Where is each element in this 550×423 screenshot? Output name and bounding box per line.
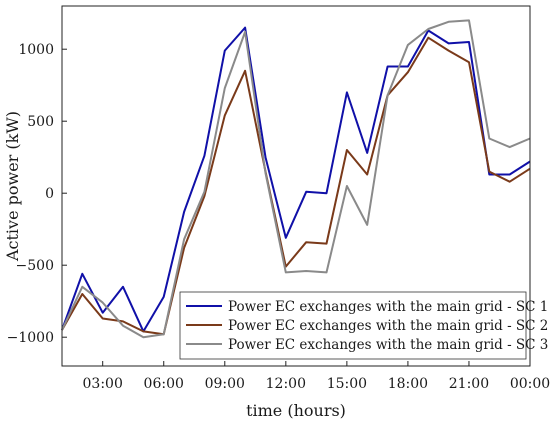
series-line-3 bbox=[61, 19, 531, 339]
series-line-2 bbox=[61, 36, 531, 336]
y-axis-label: Active power (kW) bbox=[3, 111, 22, 262]
x-tick-label: 12:00 bbox=[266, 376, 306, 392]
x-tick-label: 18:00 bbox=[388, 376, 428, 392]
y-tick-label: 0 bbox=[45, 186, 54, 202]
x-tick-label: 09:00 bbox=[205, 376, 245, 392]
x-axis-ticks: 03:00 06:00 09:00 12:00 15:00 18:00 21:00 00:00 bbox=[83, 361, 550, 392]
x-axis-label: time (hours) bbox=[246, 401, 346, 420]
y-tick-label: −1000 bbox=[7, 330, 54, 346]
legend-entry-3: Power EC exchanges with the main grid - … bbox=[228, 337, 548, 353]
y-tick-label: 500 bbox=[27, 114, 54, 130]
x-tick-label: 21:00 bbox=[449, 376, 489, 392]
legend-entry-1: Power EC exchanges with the main grid - … bbox=[228, 299, 548, 315]
x-tick-label: 03:00 bbox=[83, 376, 123, 392]
y-tick-label: −500 bbox=[16, 258, 54, 274]
y-axis-ticks: −1000 −500 0 500 1000 bbox=[7, 42, 67, 346]
series-line-1 bbox=[61, 26, 531, 333]
plot-lines bbox=[61, 19, 531, 339]
legend: Power EC exchanges with the main grid - … bbox=[179, 291, 548, 360]
legend-box bbox=[179, 291, 527, 360]
x-tick-label: 15:00 bbox=[327, 376, 367, 392]
x-tick-label: 06:00 bbox=[144, 376, 184, 392]
legend-entry-2: Power EC exchanges with the main grid - … bbox=[228, 318, 548, 334]
plot-frame bbox=[61, 5, 531, 367]
x-tick-label: 00:00 bbox=[510, 376, 550, 392]
y-tick-label: 1000 bbox=[18, 42, 54, 58]
